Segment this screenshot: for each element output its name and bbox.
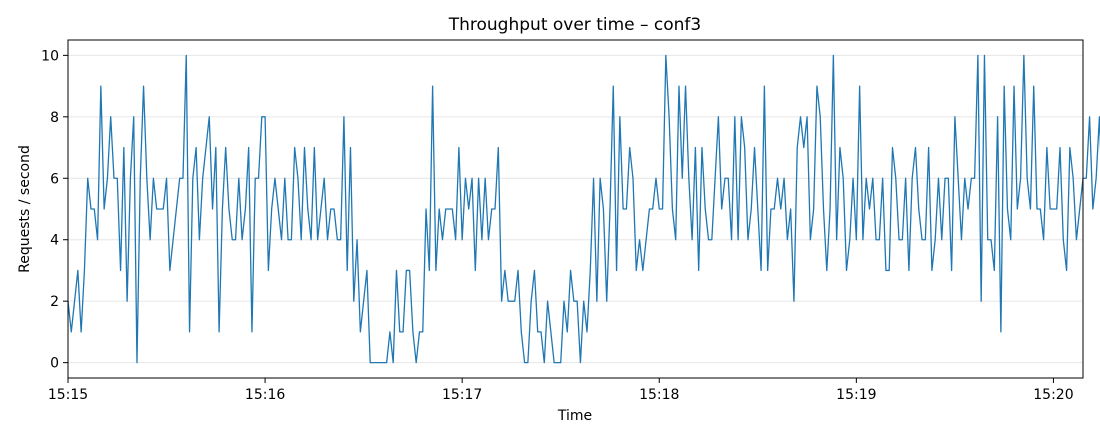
x-axis-ticks: 15:15 15:16 15:17 15:18 15:19 15:20	[48, 378, 1074, 403]
x-axis-label: Time	[557, 408, 592, 424]
y-tick-label: 2	[50, 294, 59, 310]
series-layer	[67, 54, 1100, 364]
chart-title: Throughput over time – conf3	[448, 15, 702, 35]
y-axis-label: Requests / second	[17, 145, 33, 273]
y-tick-label: 4	[50, 233, 59, 249]
x-tick-label: 15:17	[442, 387, 482, 403]
gridlines	[68, 54, 1083, 364]
x-tick-label: 15:20	[1033, 387, 1073, 403]
series-line	[67, 54, 1100, 364]
y-tick-label: 0	[50, 356, 59, 372]
y-tick-label: 6	[50, 171, 59, 187]
x-tick-label: 15:18	[639, 387, 679, 403]
x-tick-label: 15:16	[245, 387, 285, 403]
x-tick-label: 15:15	[48, 387, 88, 403]
y-axis-ticks: 0 2 4 6 8 10	[41, 48, 68, 372]
x-tick-label: 15:19	[836, 387, 876, 403]
plot-frame	[67, 39, 1084, 379]
y-tick-label: 10	[41, 48, 59, 64]
y-tick-label: 8	[50, 110, 59, 126]
